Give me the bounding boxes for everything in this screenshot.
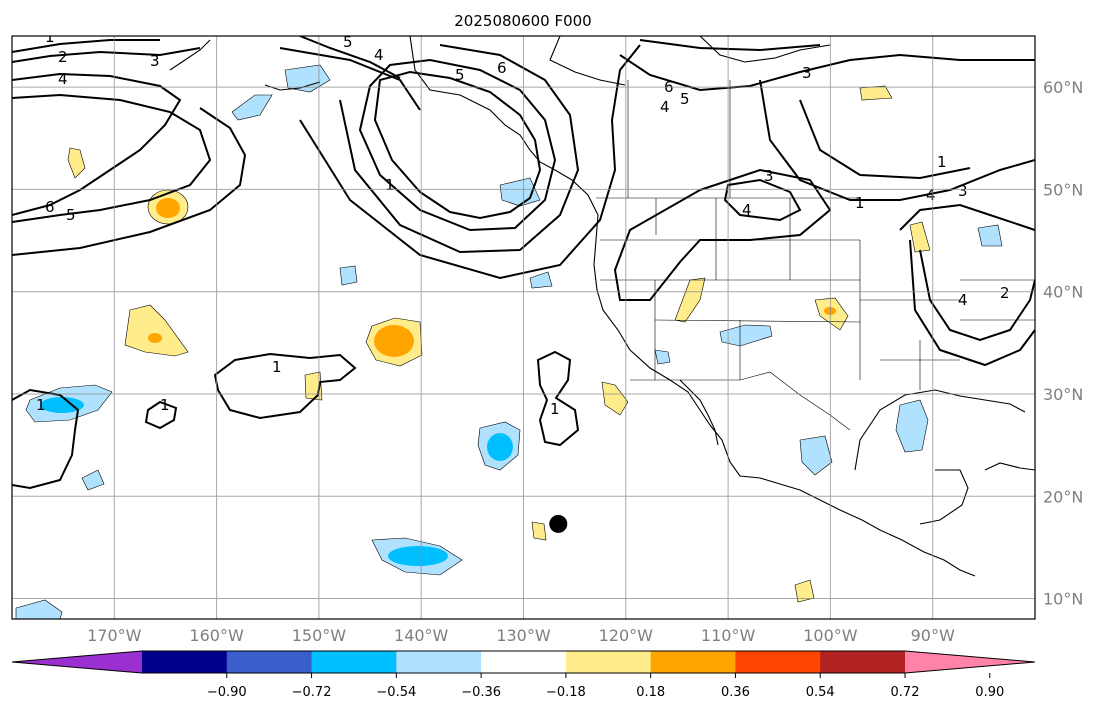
map-panel: 1 2 4 3 6 5 5 4 5 6 1 6 5 4 3 3 4 1 3 4 xyxy=(11,28,1036,620)
point-marker xyxy=(549,514,568,533)
lon-tick-label: 130°W xyxy=(496,626,551,645)
contour-labels: 1 2 4 3 6 5 5 4 5 6 1 6 5 4 3 3 4 1 3 4 xyxy=(36,28,1010,418)
lon-tick-label: 160°W xyxy=(189,626,244,645)
lon-tick-label: 90°W xyxy=(911,626,955,645)
contour-label: 4 xyxy=(926,186,936,204)
lon-tick-label: 120°W xyxy=(599,626,654,645)
lat-tick-label: 30°N xyxy=(1043,385,1083,404)
contour-label: 2 xyxy=(58,48,68,66)
colorbar-segment xyxy=(226,651,313,673)
colorbar-outline xyxy=(11,650,1036,674)
contour-label: 2 xyxy=(1000,284,1010,302)
contour-label: 5 xyxy=(455,66,465,84)
contour-label: 1 xyxy=(937,153,947,171)
colorbar-extend-low xyxy=(12,651,142,673)
lat-tick-label: 50°N xyxy=(1043,180,1083,199)
colorbar-tick-label: −0.72 xyxy=(292,685,332,700)
colorbar-tick-label: −0.18 xyxy=(546,685,586,700)
contour-label: 1 xyxy=(385,176,395,194)
contour-label: 1 xyxy=(160,396,170,414)
contour-label: 3 xyxy=(150,52,160,70)
colorbar-segment xyxy=(311,651,397,673)
contour-label: 3 xyxy=(958,182,968,200)
contour-label: 4 xyxy=(958,291,968,309)
contour-label: 3 xyxy=(764,167,774,185)
plot-title: 2025080600 F000 xyxy=(454,12,591,30)
colorbar-extend-high xyxy=(905,651,1035,673)
contour-label: 1 xyxy=(550,400,560,418)
colorbar-segment xyxy=(142,651,228,673)
contour-label: 4 xyxy=(58,70,68,88)
contour-label: 1 xyxy=(45,28,55,46)
lon-tick-label: 110°W xyxy=(701,626,756,645)
colorbar-tick-label: −0.90 xyxy=(207,685,247,700)
colorbar-tick-label: 0.54 xyxy=(806,685,835,700)
contour-label: 5 xyxy=(343,33,353,51)
latitude-labels: 10°N 20°N 30°N 40°N 50°N 60°N xyxy=(1043,78,1083,608)
contour-label: 4 xyxy=(742,201,752,219)
gridlines xyxy=(12,36,1035,619)
colorbar-tick-label: 0.36 xyxy=(721,685,750,700)
colorbar-segment xyxy=(820,651,906,673)
contour-label: 1 xyxy=(36,396,46,414)
lon-tick-label: 150°W xyxy=(292,626,347,645)
lat-tick-label: 10°N xyxy=(1043,590,1083,609)
contour-label: 5 xyxy=(66,206,76,224)
lat-tick-label: 40°N xyxy=(1043,283,1083,302)
colorbar-tick-label: 0.90 xyxy=(975,685,1004,700)
longitude-labels: 170°W 160°W 150°W 140°W 130°W 120°W 110°W 100°W… xyxy=(87,626,955,645)
colorbar-tick-label: 0.72 xyxy=(891,685,920,700)
contour-label: 1 xyxy=(272,358,282,376)
lon-tick-label: 100°W xyxy=(803,626,858,645)
colorbar-segment xyxy=(396,651,482,673)
map-frame xyxy=(11,35,1036,620)
contour-label: 4 xyxy=(374,46,384,64)
lon-tick-label: 170°W xyxy=(87,626,142,645)
shaded-anomaly-regions xyxy=(15,64,1003,619)
colorbar-tick-label: 0.18 xyxy=(636,685,665,700)
colorbar-segment xyxy=(481,651,567,673)
contour-label: 1 xyxy=(855,194,865,212)
colorbar-segment xyxy=(565,651,652,673)
lon-tick-label: 140°W xyxy=(394,626,449,645)
lat-tick-label: 20°N xyxy=(1043,487,1083,506)
colorbar-segment xyxy=(735,651,821,673)
lat-tick-label: 60°N xyxy=(1043,78,1083,97)
colorbar: −0.90 −0.72 −0.54 −0.36 −0.18 0.18 0.36 0.54 0.7… xyxy=(11,650,1036,700)
contour-label: 4 xyxy=(660,98,670,116)
colorbar-tick-label: −0.54 xyxy=(376,685,416,700)
colorbar-segment xyxy=(650,651,736,673)
contour-label: 6 xyxy=(497,59,507,77)
contour-label: 5 xyxy=(680,90,690,108)
contour-lines xyxy=(12,36,1035,490)
contour-label: 6 xyxy=(45,198,55,216)
colorbar-tick-label: −0.36 xyxy=(461,685,501,700)
contour-label: 3 xyxy=(802,64,812,82)
